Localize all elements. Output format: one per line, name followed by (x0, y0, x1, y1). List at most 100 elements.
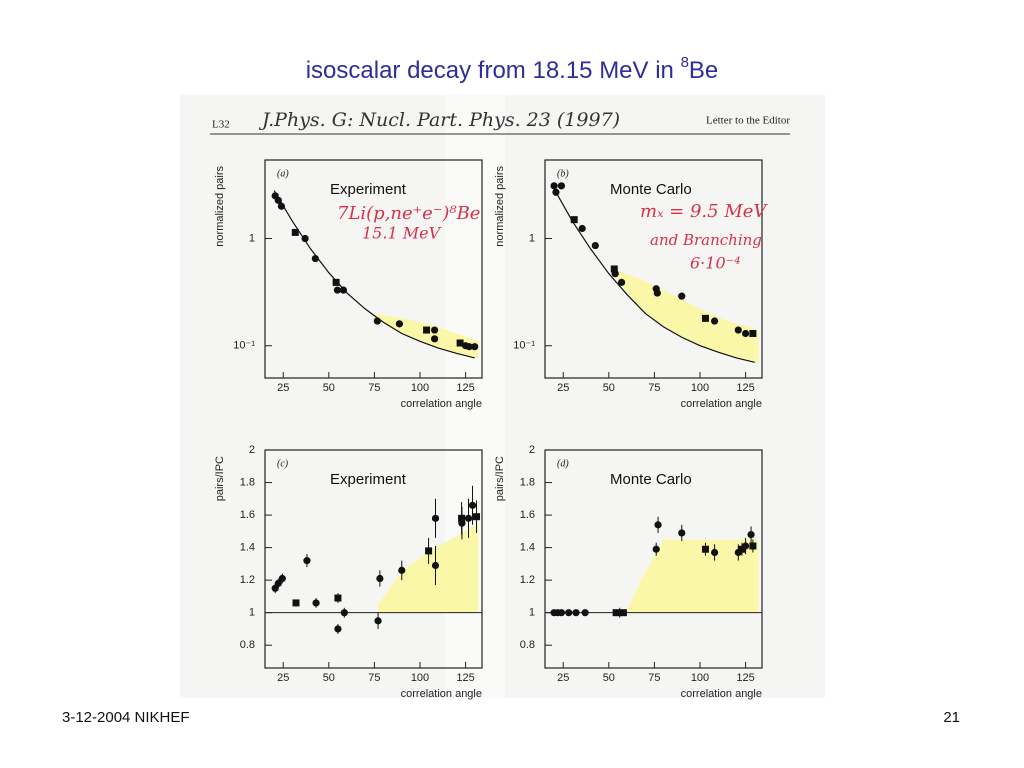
x-axis-label: correlation angle (401, 688, 482, 700)
x-tick-label: 25 (277, 672, 289, 684)
handwritten-citation: J.Phys. G: Nucl. Part. Phys. 23 (1997) (258, 109, 620, 131)
panel-title: Monte Carlo (610, 471, 692, 488)
data-point (654, 521, 662, 529)
x-tick-label: 25 (557, 672, 569, 684)
data-point (278, 574, 286, 583)
data-square (334, 594, 342, 602)
x-tick-label: 50 (603, 672, 615, 684)
y-tick-label: 1.8 (520, 476, 535, 488)
data-point (747, 530, 755, 539)
y-tick-label: 10⁻¹ (513, 340, 535, 352)
y-tick-label: 1.4 (240, 542, 255, 554)
data-point (398, 566, 406, 574)
x-tick-label: 125 (736, 672, 754, 684)
panel-title: Experiment (330, 471, 407, 488)
data-point (333, 286, 341, 294)
panel-label: (a) (277, 168, 289, 179)
data-square (612, 609, 620, 617)
x-tick-label: 100 (411, 382, 429, 394)
data-point (395, 320, 403, 328)
page-number: 21 (943, 709, 960, 726)
data-point (591, 241, 599, 250)
plot-frame (544, 449, 763, 669)
data-point (471, 343, 479, 351)
y-tick-label: 0.8 (520, 639, 535, 651)
x-tick-label: 75 (648, 382, 660, 394)
footer-left: 3-12-2004 NIKHEF (62, 709, 190, 726)
y-tick-label: 1.4 (520, 542, 535, 554)
y-tick-label: 1.8 (240, 476, 255, 488)
x-tick-label: 125 (456, 382, 474, 394)
y-tick-label: 1 (529, 607, 535, 619)
data-point (373, 317, 381, 325)
ipc-curve (553, 188, 755, 363)
y-tick-label: 0.8 (240, 639, 255, 651)
x-tick-label: 125 (736, 382, 754, 394)
y-tick-label: 1.6 (520, 509, 535, 521)
data-point (678, 529, 686, 537)
data-point (550, 182, 558, 190)
x-tick-label: 100 (411, 672, 429, 684)
data-point (678, 292, 686, 300)
y-tick-label: 1 (529, 232, 535, 244)
y-tick-label: 2 (249, 444, 255, 456)
data-point (334, 625, 342, 633)
x-tick-label: 50 (323, 382, 335, 394)
data-square (423, 326, 431, 334)
data-point (430, 326, 439, 334)
y-axis-label: normalized pairs (214, 166, 226, 247)
y-axis-label: normalized pairs (494, 166, 506, 247)
data-point (312, 599, 320, 607)
data-point (653, 289, 661, 297)
y-tick-label: 1.6 (240, 509, 255, 521)
data-point (565, 609, 573, 617)
x-tick-label: 100 (691, 672, 709, 684)
data-square (701, 314, 709, 322)
data-square (738, 545, 746, 553)
y-axis-label: pairs/IPC (494, 456, 506, 501)
data-point (303, 557, 311, 565)
data-point (431, 514, 440, 522)
plot-frame (544, 159, 763, 379)
x-tick-label: 50 (603, 382, 615, 394)
data-point (465, 343, 473, 351)
y-tick-label: 10⁻¹ (233, 340, 255, 352)
data-point (578, 224, 586, 233)
data-point (557, 182, 566, 190)
panel-title: Monte Carlo (610, 181, 692, 198)
x-axis-label: correlation angle (401, 398, 482, 410)
data-point (274, 196, 282, 204)
data-point (430, 335, 439, 343)
data-point (617, 278, 626, 286)
panel-label: (b) (557, 168, 569, 179)
data-point (552, 188, 560, 196)
data-point (374, 617, 382, 625)
x-tick-label: 75 (648, 672, 660, 684)
data-point (557, 609, 566, 617)
y-tick-label: 1 (249, 232, 255, 244)
data-point (340, 609, 348, 617)
data-square (458, 514, 466, 522)
y-tick-label: 1 (249, 607, 255, 619)
title-superscript: 8 (681, 54, 689, 71)
handwritten-note: 15.1 MeV (362, 224, 442, 243)
slide-title: isoscalar decay from 18.15 MeV in 8Be (306, 54, 719, 84)
data-point (311, 254, 319, 263)
handwritten-note: 6·10⁻⁴ (690, 254, 740, 273)
panel-title: Experiment (330, 181, 407, 198)
data-point (464, 514, 473, 522)
x-tick-label: 100 (691, 382, 709, 394)
data-square (456, 339, 464, 347)
data-square (619, 609, 627, 617)
x-axis-label: correlation angle (681, 688, 762, 700)
x-tick-label: 125 (456, 672, 474, 684)
y-tick-label: 2 (529, 444, 535, 456)
data-point (376, 574, 384, 583)
data-point (581, 609, 589, 617)
data-point (431, 561, 440, 570)
data-square (292, 599, 300, 607)
mc-band (617, 270, 759, 364)
data-point (652, 545, 660, 553)
handwritten-note: mₓ = 9.5 MeV (640, 201, 768, 222)
